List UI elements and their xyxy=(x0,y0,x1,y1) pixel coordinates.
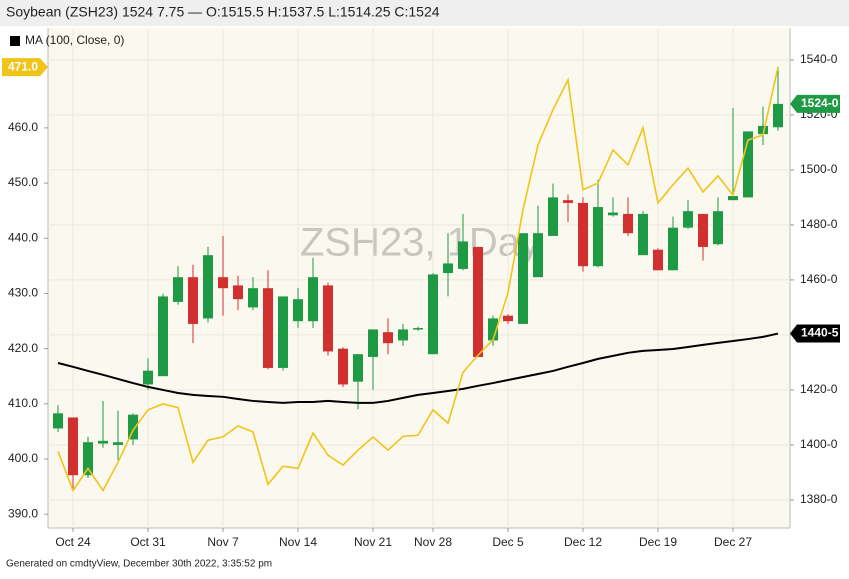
candle-body xyxy=(188,277,198,324)
candle-body xyxy=(158,296,168,377)
candle-body xyxy=(323,285,333,352)
y-tick-label: 1540-0 xyxy=(800,52,838,66)
candle-body xyxy=(233,285,243,300)
price-tag-label: 1524-0 xyxy=(801,96,839,110)
candle-body xyxy=(488,318,498,341)
series-tag xyxy=(790,324,840,343)
candle-body xyxy=(728,196,738,201)
x-tick-label: Nov 14 xyxy=(279,535,317,549)
series-tag xyxy=(2,58,48,77)
candle-body xyxy=(293,299,303,322)
x-tick-label: Dec 19 xyxy=(639,535,677,549)
y-tick-label: 1460-0 xyxy=(800,272,838,286)
y2-tick-label: 390.0 xyxy=(8,506,38,520)
y-tick-label: 1420-0 xyxy=(800,382,838,396)
y2-tick-label: 440.0 xyxy=(8,230,38,244)
footer: Generated on cmdtyView, December 30th 20… xyxy=(6,559,272,570)
candle-body xyxy=(413,328,423,330)
candle-body xyxy=(473,246,483,357)
x-tick-label: Nov 28 xyxy=(414,535,452,549)
candle-body xyxy=(368,329,378,357)
candle-body xyxy=(113,442,123,445)
candle-body xyxy=(578,202,588,267)
y-tick-label: 1400-0 xyxy=(800,437,838,451)
candle-body xyxy=(218,277,228,289)
y-tick-label: 1480-0 xyxy=(800,217,838,231)
candle-body xyxy=(503,315,513,322)
candle-body xyxy=(203,255,213,319)
x-tick-label: Oct 24 xyxy=(55,535,91,549)
legend-label: MA (100, Close, 0) xyxy=(25,33,124,47)
plot-area xyxy=(48,28,790,528)
x-tick-label: Dec 5 xyxy=(492,535,524,549)
watermark: ZSH23, 1Day xyxy=(300,221,540,265)
candle-body xyxy=(683,211,693,228)
legend-swatch xyxy=(10,36,20,46)
candle-body xyxy=(383,332,393,344)
x-tick-label: Dec 12 xyxy=(564,535,602,549)
y2-tick-label: 410.0 xyxy=(8,396,38,410)
candle-body xyxy=(713,211,723,245)
candle-body xyxy=(773,103,783,128)
candle-body xyxy=(278,296,288,368)
candle-body xyxy=(428,274,438,355)
candle-body xyxy=(263,288,273,368)
y2-tick-label: 400.0 xyxy=(8,451,38,465)
candle-body xyxy=(143,370,153,385)
y2-tick-label: 420.0 xyxy=(8,341,38,355)
x-tick-label: Nov 21 xyxy=(354,535,392,549)
candle-body xyxy=(758,125,768,135)
series-line xyxy=(57,67,779,493)
candle-body xyxy=(743,131,753,198)
y-tick-label: 1500-0 xyxy=(800,162,838,176)
x-tick-label: Dec 27 xyxy=(714,535,752,549)
candle-body xyxy=(668,227,678,271)
y2-tick-label: 450.0 xyxy=(8,175,38,189)
candle-body xyxy=(548,197,558,236)
y2-tick-label: 460.0 xyxy=(8,120,38,134)
candle-body xyxy=(98,440,108,444)
candle-body xyxy=(608,212,618,216)
candle-body xyxy=(68,417,78,476)
candle-body xyxy=(698,213,708,247)
header-bar xyxy=(0,0,849,26)
y2-tick-label: 430.0 xyxy=(8,286,38,300)
y-tick-label: 1380-0 xyxy=(800,492,838,506)
candle-body xyxy=(173,277,183,302)
candle-body xyxy=(128,414,138,440)
series-tag-label: 471.0 xyxy=(8,59,38,73)
series-tag-label: 1440-5 xyxy=(801,326,839,340)
candle-body xyxy=(623,213,633,234)
candle-body xyxy=(248,288,258,308)
candle-body xyxy=(53,413,63,429)
price-tag xyxy=(790,94,840,113)
candle-body xyxy=(308,277,318,322)
candle-body xyxy=(443,263,453,274)
x-tick-label: Nov 7 xyxy=(207,535,239,549)
candle-body xyxy=(518,233,528,324)
candle-body xyxy=(353,354,363,382)
candle-body xyxy=(398,329,408,341)
x-tick-label: Oct 31 xyxy=(130,535,166,549)
candle-body xyxy=(83,442,93,476)
candle-body xyxy=(563,200,573,203)
candle-body xyxy=(458,241,468,269)
candle-body xyxy=(593,207,603,267)
series-line xyxy=(57,332,779,404)
candle-body xyxy=(653,249,663,271)
candle-body xyxy=(338,348,348,385)
chart-title: Soybean (ZSH23) 1524 7.75 — O:1515.5 H:1… xyxy=(6,4,440,20)
candle-body xyxy=(638,213,648,256)
candle-body xyxy=(533,233,543,278)
